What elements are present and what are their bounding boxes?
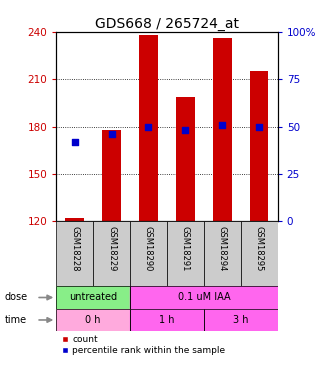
Bar	[130, 221, 167, 286]
Bar	[56, 309, 130, 331]
Point	[220, 122, 225, 128]
Bar	[56, 309, 130, 331]
Bar	[56, 286, 130, 309]
Text: time: time	[5, 315, 27, 325]
Point	[146, 123, 151, 129]
Text: 1 h: 1 h	[159, 315, 175, 325]
Point	[256, 123, 262, 129]
Bar	[204, 309, 278, 331]
Bar	[65, 218, 84, 221]
Text: GSM18290: GSM18290	[144, 226, 153, 272]
Bar	[176, 96, 195, 221]
Bar	[130, 309, 204, 331]
Bar	[167, 221, 204, 286]
Bar	[130, 309, 204, 331]
Text: dose: dose	[4, 292, 27, 303]
Bar	[241, 221, 278, 286]
Bar	[56, 286, 130, 309]
Bar	[93, 221, 130, 286]
Bar	[130, 286, 278, 309]
Text: GSM18295: GSM18295	[255, 226, 264, 272]
Text: GSM18229: GSM18229	[107, 226, 116, 272]
Bar	[139, 35, 158, 221]
Bar	[130, 286, 278, 309]
Text: untreated: untreated	[69, 292, 117, 303]
Text: 0 h: 0 h	[85, 315, 101, 325]
Text: GSM18291: GSM18291	[181, 226, 190, 272]
Text: 0.1 uM IAA: 0.1 uM IAA	[178, 292, 230, 303]
Text: 3 h: 3 h	[233, 315, 248, 325]
Bar	[56, 221, 93, 286]
Text: GSM18294: GSM18294	[218, 226, 227, 272]
Point	[109, 131, 114, 137]
Bar	[204, 309, 278, 331]
Point	[183, 127, 188, 133]
Legend: count, percentile rank within the sample: count, percentile rank within the sample	[61, 334, 226, 356]
Bar	[204, 221, 241, 286]
Bar	[102, 130, 121, 221]
Bar	[250, 71, 268, 221]
Text: GSM18228: GSM18228	[70, 226, 79, 272]
Bar	[213, 38, 231, 221]
Title: GDS668 / 265724_at: GDS668 / 265724_at	[95, 17, 239, 31]
Point	[72, 139, 77, 145]
